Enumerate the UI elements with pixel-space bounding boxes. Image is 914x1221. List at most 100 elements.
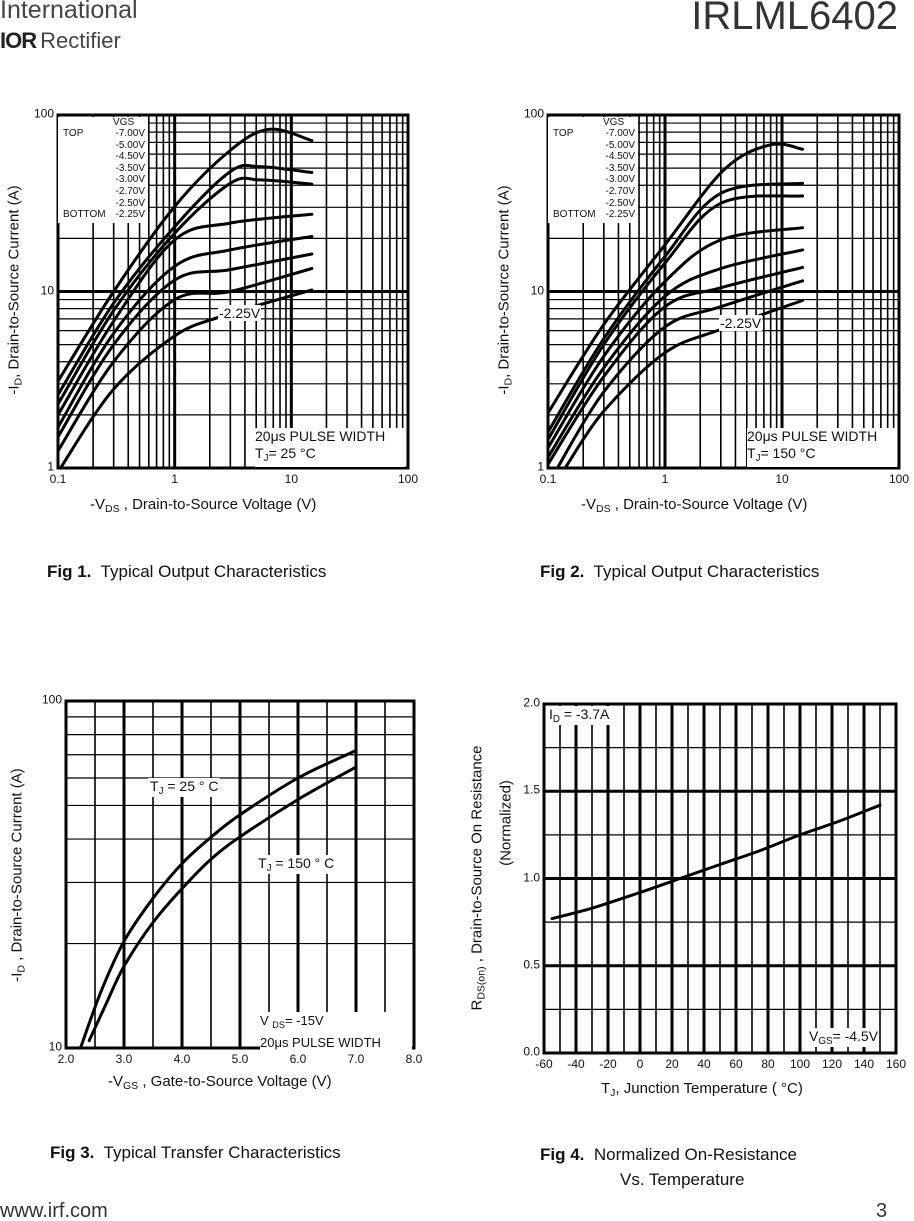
- x-tick-label: 10: [284, 472, 299, 486]
- series-curve: [546, 181, 805, 434]
- tj-value: = 150 °C: [760, 445, 816, 461]
- legend-entry: -2.25V: [605, 209, 635, 221]
- vds-sub: DS: [272, 1020, 285, 1030]
- fig1-conditions: 20μs PULSE WIDTH TJ= 25 °C: [255, 428, 405, 467]
- x-tick-label: 100: [789, 1057, 811, 1071]
- fig-title: Typical Output Characteristics: [100, 562, 327, 581]
- id-value: = -3.7A: [559, 706, 610, 722]
- id-symbol: I: [549, 706, 553, 722]
- footer-website-link[interactable]: www.irf.com: [0, 1200, 108, 1221]
- ylabel-pre: -I: [5, 385, 23, 395]
- vgs-sub: GS: [818, 1036, 833, 1047]
- y-tick-label: 10: [48, 1039, 62, 1054]
- legend-entries: -7.00V -5.00V -4.50V -3.50V -3.00V -2.70…: [116, 128, 145, 221]
- tj-sub: J: [158, 786, 164, 797]
- y-tick-label: 100: [33, 106, 54, 121]
- xlabel-post: , Drain-to-Source Voltage (V): [119, 496, 317, 513]
- part-number-title: IRLML6402: [691, 0, 898, 38]
- fig1-caption: Fig 1. Typical Output Characteristics: [47, 562, 326, 582]
- fig3-caption: Fig 3. Typical Transfer Characteristics: [50, 1143, 341, 1163]
- fig3-x-axis-label: -VGS , Gate-to-Source Voltage (V): [108, 1073, 332, 1092]
- series-curve: [56, 163, 314, 397]
- tj-sub: J: [266, 863, 272, 874]
- fig-label: Fig 2.: [540, 562, 585, 581]
- tj-symbol: T: [258, 855, 267, 871]
- x-tick-label: 0: [636, 1057, 644, 1071]
- fig2-x-axis-label: -VDS , Drain-to-Source Voltage (V): [581, 496, 807, 515]
- xlabel-sub: DS: [105, 503, 120, 515]
- series-curve: [56, 212, 314, 417]
- tj-note: TJ= 25 °C: [255, 445, 405, 467]
- ylabel-sub: DS(on): [475, 966, 488, 1000]
- legend-bottom-label: BOTTOM: [63, 209, 106, 220]
- series-curve: [79, 749, 358, 1050]
- series-curve: [56, 252, 314, 439]
- x-tick-label: 1: [661, 472, 669, 486]
- y-tick-label: 1.5: [523, 782, 540, 797]
- legend-entry: -5.00V: [115, 139, 145, 151]
- legend-title: VGS: [603, 117, 625, 128]
- vgs-symbol: V: [809, 1028, 819, 1044]
- brand-line2: IOR Rectifier: [0, 28, 121, 54]
- x-tick-label: 7.0: [347, 1052, 365, 1066]
- x-tick-label: 60: [729, 1057, 743, 1071]
- vds-symbol: V: [260, 1013, 273, 1028]
- legend-entry: -3.50V: [605, 162, 635, 174]
- fig3-tj25-label: TJ = 25 ° C: [148, 778, 221, 797]
- fig-label: Fig 3.: [50, 1143, 95, 1162]
- legend-entry: -2.50V: [115, 197, 145, 209]
- y-tick-label: 1: [537, 459, 544, 474]
- vgs-value: = -4.5V: [832, 1028, 879, 1044]
- fig2-legend: VGS TOP BOTTOM -7.00V -5.00V -4.50V -3.5…: [548, 117, 638, 223]
- ylabel-pre: R: [468, 999, 486, 1011]
- legend-entry: -3.00V: [605, 174, 635, 186]
- x-tick-label: 100: [397, 472, 419, 486]
- fig-title: Typical Transfer Characteristics: [103, 1143, 341, 1162]
- legend-entry: -3.50V: [115, 162, 145, 174]
- plot-frame: [56, 113, 410, 470]
- tj-symbol: T: [255, 445, 264, 461]
- vds-value: = -15V: [284, 1013, 324, 1028]
- fig4-caption-line2: Vs. Temperature: [620, 1170, 745, 1189]
- y-tick-label: 100: [41, 692, 62, 707]
- y-tick-label: 0.5: [523, 957, 540, 972]
- tj-sub: J: [263, 453, 269, 464]
- series-curve: [546, 142, 805, 415]
- x-tick-label: -60: [535, 1057, 553, 1071]
- x-tick-label: 20: [665, 1057, 679, 1071]
- series-curve: [546, 226, 805, 450]
- xlabel-pre: T: [601, 1080, 611, 1097]
- xlabel-sub: DS: [596, 503, 611, 515]
- fig-label: Fig 1.: [47, 562, 92, 581]
- x-tick-label: 160: [885, 1057, 907, 1071]
- legend-top-label: TOP: [63, 128, 84, 139]
- y-tick-label: 100: [523, 106, 544, 121]
- x-tick-label: 100: [888, 472, 910, 486]
- fig3-conditions: V DS= -15V 20μs PULSE WIDTH: [260, 1012, 412, 1051]
- xlabel-post: , Junction Temperature ( °C): [615, 1080, 803, 1097]
- tj-note: TJ= 150 °C: [747, 445, 897, 467]
- legend-entry: -2.70V: [115, 185, 145, 197]
- xlabel-post: , Gate-to-Source Voltage (V): [138, 1073, 332, 1090]
- fig2-curve-label: -2.25V: [719, 315, 763, 331]
- tj-value: = 150 ° C: [271, 855, 335, 871]
- vds-note: V DS= -15V: [260, 1012, 412, 1034]
- legend-entry: -2.50V: [605, 197, 635, 209]
- fig3-tj150-label: TJ = 150 ° C: [256, 855, 337, 874]
- legend-entry: -4.50V: [605, 151, 635, 163]
- xlabel-sub: GS: [123, 1080, 139, 1092]
- x-tick-label: 40: [697, 1057, 711, 1071]
- series-curve: [546, 265, 805, 466]
- y-tick-label: 0.0: [523, 1044, 540, 1059]
- ior-logo: IOR: [0, 28, 37, 53]
- fig4-id-label: ID = -3.7A: [547, 706, 612, 725]
- fig4-caption: Fig 4. Normalized On-Resistance: [540, 1145, 797, 1165]
- ylabel-sub: D: [502, 377, 515, 386]
- x-tick-label: 2.0: [57, 1052, 75, 1066]
- x-tick-label: 140: [853, 1057, 875, 1071]
- x-tick-label: 4.0: [173, 1052, 191, 1066]
- xlabel-pre: -V: [581, 496, 596, 513]
- series-curve: [56, 176, 314, 406]
- legend-entry: -3.00V: [115, 174, 145, 186]
- legend-entry: -7.00V: [605, 128, 635, 139]
